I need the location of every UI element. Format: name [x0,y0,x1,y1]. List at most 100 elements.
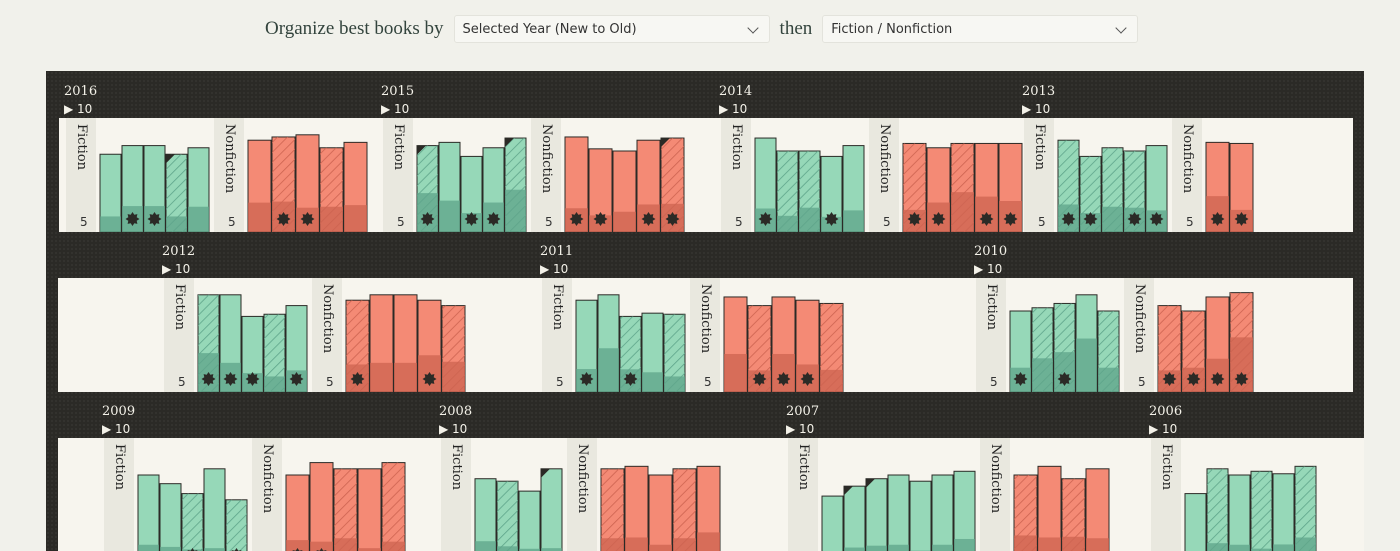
award-star-icon [642,212,656,226]
scale-mark: 5 [1186,215,1194,229]
award-star-icon [759,212,773,226]
nonfiction-label: Nonfiction [988,444,1003,514]
sort-controls: Organize best books by Selected Year (Ne… [265,14,1138,44]
year-count: ▶ 10 [719,102,747,116]
fiction-label: Fiction [112,444,127,491]
year-count: ▶ 10 [102,422,130,436]
scale-mark: 5 [397,215,405,229]
fiction-label: Fiction [984,284,999,331]
award-star-icon [423,372,437,386]
fiction-book-lower [475,541,496,551]
award-star-icon [277,212,291,226]
fiction-book-lower [1273,544,1294,551]
year-count: ▶ 10 [64,102,92,116]
fiction-book-hatch [497,481,518,551]
scale-mark: 5 [178,375,186,389]
nonfiction-label: Nonfiction [539,124,554,194]
scale-mark: 5 [735,215,743,229]
year-count: ▶ 10 [786,422,814,436]
then-label: then [780,18,813,40]
fiction-book [822,496,843,551]
year-label: 2009 [102,404,135,419]
fiction-book-lower [100,216,121,232]
nonfiction-book-hatch [442,306,465,392]
year-count: ▶ 10 [540,262,568,276]
fiction-label: Fiction [172,284,187,331]
fiction-book [888,475,909,551]
award-star-icon [1128,212,1142,226]
fiction-book-hatch [777,151,798,232]
award-star-icon [1211,212,1225,226]
nonfiction-book-lower [724,354,747,392]
fiction-book-lower [954,539,975,551]
year-label: 2016 [64,84,97,99]
fiction-book-hatch [505,138,526,232]
award-star-icon [777,372,791,386]
secondary-sort-select[interactable]: Fiction / Nonfiction [822,15,1138,43]
nonfiction-book [649,475,672,551]
nonfiction-label: Nonfiction [877,124,892,194]
nonfiction-label: Nonfiction [1180,124,1195,194]
secondary-sort-value: Fiction / Nonfiction [831,22,952,37]
scale-mark: 5 [704,375,712,389]
nonfiction-book-lower [697,532,720,551]
fiction-label: Fiction [729,124,744,171]
scale-mark: 5 [228,215,236,229]
fiction-book [475,479,496,551]
organize-label: Organize best books by [265,18,444,40]
fiction-label: Fiction [550,284,565,331]
primary-sort-select[interactable]: Selected Year (New to Old) [454,15,770,43]
award-star-icon [580,372,594,386]
award-star-icon [224,372,238,386]
nonfiction-book-lower [613,212,636,232]
award-star-icon [932,212,946,226]
award-star-icon [1163,372,1177,386]
year-label: 2012 [162,244,195,259]
award-star-icon [290,372,304,386]
award-star-icon [570,212,584,226]
nonfiction-label: Nonfiction [575,444,590,514]
award-star-icon [825,212,839,226]
fiction-book [1273,474,1294,551]
fiction-book [160,484,181,551]
nonfiction-book [310,463,333,551]
year-label: 2013 [1022,84,1055,99]
nonfiction-book-hatch [1014,475,1037,551]
nonfiction-book-lower [1038,537,1061,551]
year-label: 2006 [1149,404,1182,419]
fiction-book-hatch [182,494,203,551]
nonfiction-book-lower [370,363,393,392]
fiction-book-lower [1229,545,1250,551]
fiction-book [138,475,159,551]
fiction-book [910,481,931,551]
nonfiction-label: Nonfiction [698,284,713,354]
fiction-label: Fiction [74,124,89,171]
fiction-book-hatch [1295,466,1316,551]
fiction-book-lower [866,546,887,551]
fiction-book-hatch [1251,471,1272,551]
award-star-icon [301,212,315,226]
fiction-book-hatch [1098,311,1119,392]
scale-mark: 5 [556,375,564,389]
award-star-icon [1150,212,1164,226]
nonfiction-book-lower [394,363,417,392]
fiction-book [1229,475,1250,551]
award-star-icon [1235,212,1249,226]
year-label: 2010 [974,244,1007,259]
award-star-icon [421,212,435,226]
chevron-down-icon [1116,22,1127,33]
fiction-book-lower [138,545,159,551]
fiction-book-lower [598,348,619,392]
award-star-icon [1187,372,1201,386]
fiction-book [519,491,540,551]
fiction-book-hatch [226,500,247,551]
scale-mark: 5 [545,215,553,229]
nonfiction-book-hatch [951,143,974,232]
fiction-book [844,486,865,551]
fiction-book-lower [1076,339,1097,392]
nonfiction-book-lower [344,205,367,232]
award-star-icon [1014,372,1028,386]
scale-mark: 5 [80,215,88,229]
nonfiction-book-lower [248,203,271,232]
